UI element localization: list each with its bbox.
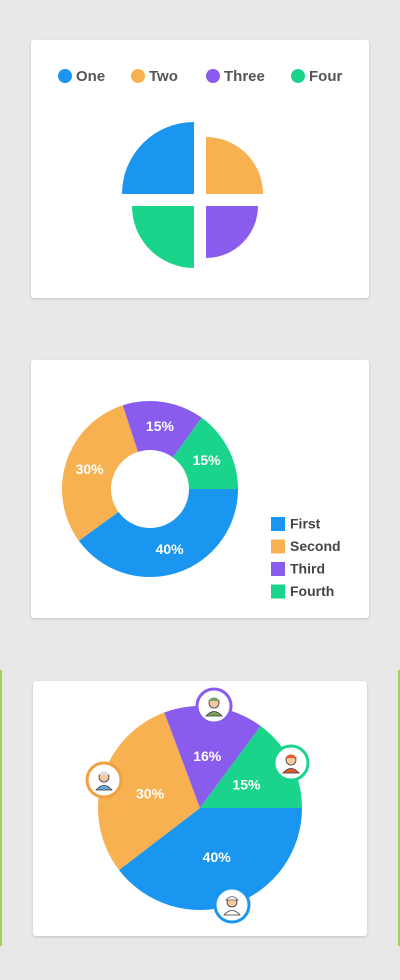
slice: [118, 808, 302, 910]
legend-dot: [206, 69, 220, 83]
avatar: [85, 761, 123, 799]
slice-label: 40%: [156, 541, 185, 557]
legend-label: Third: [290, 561, 325, 577]
slice-label: 30%: [136, 785, 165, 801]
legend-dot: [291, 69, 305, 83]
charts: One Two Three Four 40% 30% 15% 15% First Second Th…: [58, 68, 342, 910]
legend-swatch: [271, 539, 285, 554]
rose-segment: [206, 206, 259, 259]
legend-label: First: [290, 516, 321, 532]
avatars: [85, 687, 310, 924]
slice-label: 15%: [193, 452, 222, 468]
legend-swatch: [271, 584, 285, 599]
legend-label: Fourth: [290, 583, 334, 599]
legend-swatch: [271, 562, 285, 576]
slice: [172, 417, 238, 489]
slice-label: 15%: [146, 418, 175, 434]
slice: [122, 401, 202, 458]
slice-label: 40%: [203, 849, 232, 865]
slice-label: 15%: [232, 776, 261, 792]
slice: [78, 489, 238, 577]
avatar: [272, 744, 310, 782]
avatar: [213, 886, 251, 924]
slice-label: 16%: [193, 748, 222, 764]
rose-segment: [206, 136, 264, 194]
legend-dot: [58, 69, 72, 83]
avatar: [195, 687, 233, 725]
legend-dot: [131, 69, 145, 83]
legend-label: Four: [309, 68, 342, 85]
card: [31, 40, 369, 298]
legend-label: One: [76, 68, 105, 85]
slice: [200, 726, 302, 808]
slice-label: 30%: [76, 461, 105, 477]
legend-label: Three: [224, 68, 265, 85]
rose-segment: [121, 121, 194, 194]
slice: [62, 405, 138, 541]
slice: [164, 706, 261, 808]
legend-swatch: [271, 517, 285, 531]
slice: [98, 712, 200, 870]
legend-label: Two: [149, 68, 178, 85]
rose-segment: [131, 206, 194, 269]
legend-label: Second: [290, 538, 341, 554]
